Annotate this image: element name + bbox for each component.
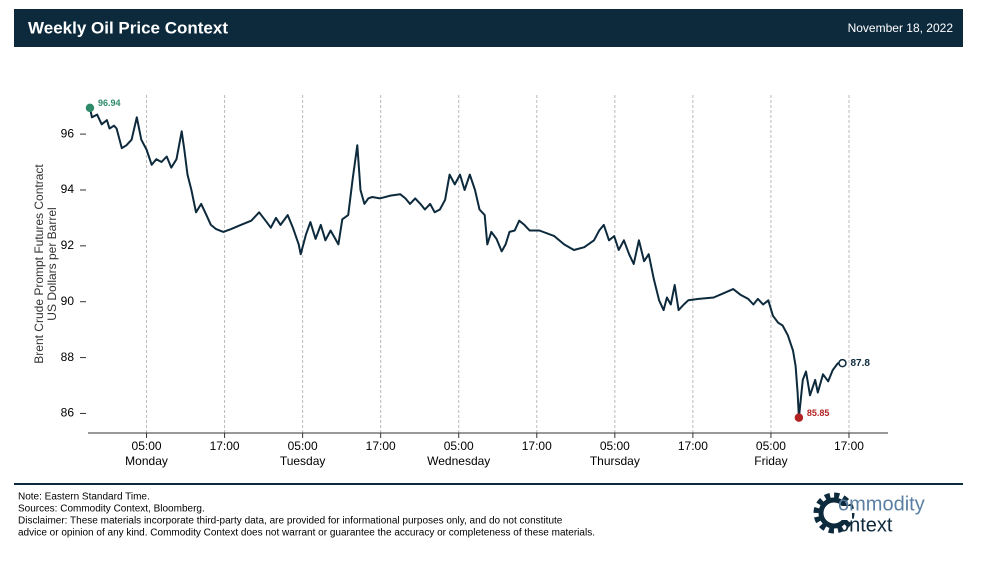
x-day-label: Wednesday [427, 454, 490, 468]
x-day-label: Thursday [590, 454, 640, 468]
point-marker [838, 358, 847, 368]
logo-gap [838, 506, 852, 520]
x-tick-label: 17:00 [210, 439, 240, 453]
x-tick-label: 17:00 [366, 439, 396, 453]
y-tick-label: 94 [61, 182, 75, 196]
header-bar [14, 9, 963, 47]
x-tick-label: 05:00 [288, 439, 318, 453]
x-tick-label: 05:00 [600, 439, 630, 453]
x-tick-label: 05:00 [132, 439, 162, 453]
point-label: 96.94 [98, 98, 121, 108]
footer-note: Disclaimer: These materials incorporate … [18, 516, 563, 527]
footer-note: Note: Eastern Standard Time. [18, 492, 150, 503]
y-axis-label: Brent Crude Prompt Futures Contract [32, 164, 46, 364]
x-tick-label: 17:00 [522, 439, 552, 453]
y-tick-label: 90 [61, 294, 75, 308]
price-line [89, 107, 843, 419]
logo-text: ommodity [838, 493, 925, 515]
point-label: 85.85 [807, 408, 830, 418]
x-day-label: Monday [125, 454, 168, 468]
footer-note: Sources: Commodity Context, Bloomberg. [18, 504, 205, 515]
point-marker [794, 413, 804, 422]
x-tick-label: 17:00 [678, 439, 708, 453]
y-tick-label: 86 [61, 406, 75, 420]
y-tick-label: 96 [61, 126, 75, 140]
y-tick-label: 92 [61, 238, 75, 252]
point-marker [85, 103, 95, 113]
page-title: Weekly Oil Price Context [28, 18, 228, 37]
y-tick-label: 88 [61, 350, 75, 364]
x-tick-label: 17:00 [834, 439, 864, 453]
x-tick-label: 05:00 [756, 439, 786, 453]
logo: ommodity ontext [813, 492, 925, 536]
y-axis-label: US Dollars per Barrel [45, 207, 59, 320]
logo-text: ontext [838, 514, 893, 536]
footer-note: advice or opinion of any kind. Commodity… [18, 528, 595, 539]
x-tick-label: 05:00 [444, 439, 474, 453]
x-day-label: Friday [754, 454, 787, 468]
point-label: 87.8 [850, 358, 870, 369]
page-date: November 18, 2022 [848, 21, 954, 35]
x-day-label: Tuesday [280, 454, 326, 468]
